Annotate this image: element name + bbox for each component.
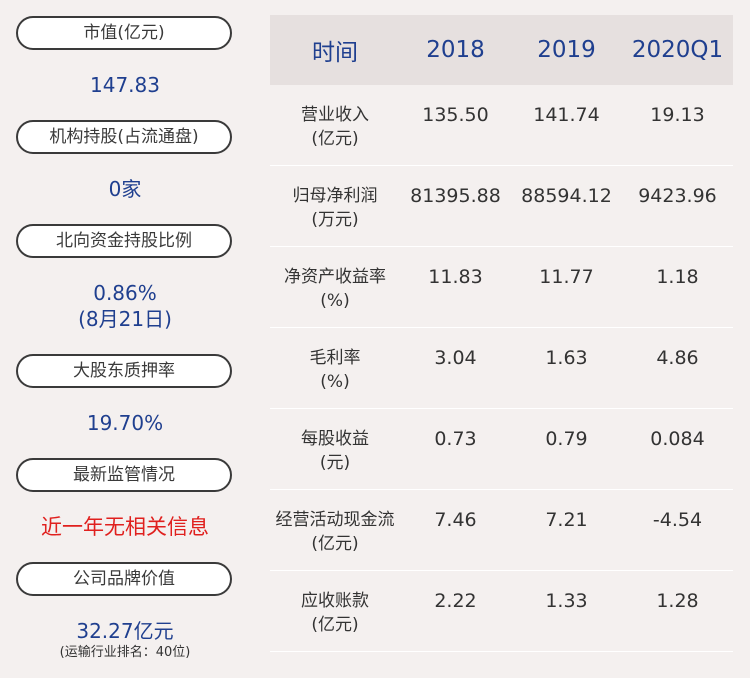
- table-row: 应收账款 (亿元) 2.22 1.33 1.28: [270, 571, 733, 652]
- table-cell: 7.21: [545, 509, 588, 531]
- table-cell: 3.04: [434, 347, 477, 369]
- table-row: 经营活动现金流 (亿元) 7.46 7.21 -4.54: [270, 490, 733, 571]
- table-row: 营业收入 (亿元) 135.50 141.74 19.13: [270, 85, 733, 166]
- northbound-ratio-date: (8月21日): [78, 307, 172, 331]
- row-label-text: 营业收入: [301, 105, 369, 125]
- row-label-unit: (%): [320, 372, 350, 392]
- table-row: 净资产收益率 (%) 11.83 11.77 1.18: [270, 247, 733, 328]
- table-row: 每股收益 (元) 0.73 0.79 0.084: [270, 409, 733, 490]
- row-label-text: 每股收益: [301, 429, 369, 449]
- header-2020q1: 2020Q1: [631, 37, 724, 63]
- row-label: 每股收益 (元): [270, 427, 400, 489]
- row-label: 净资产收益率 (%): [270, 265, 400, 327]
- table-row: 归母净利润 (万元) 81395.88 88594.12 9423.96: [270, 166, 733, 247]
- table-cell: 2.22: [434, 590, 477, 612]
- table-cell: 1.18: [656, 266, 699, 288]
- institution-holding-value: 0家: [108, 177, 142, 201]
- row-label-text: 归母净利润: [292, 186, 378, 206]
- table-cell: 4.86: [656, 347, 699, 369]
- table-cell: 9423.96: [638, 185, 717, 207]
- table-cell: 81395.88: [410, 185, 501, 207]
- brand-value-label: 公司品牌价值: [16, 562, 232, 596]
- table-cell: 88594.12: [521, 185, 612, 207]
- row-label-unit: (元): [319, 453, 351, 473]
- table-cell: -4.54: [652, 509, 703, 531]
- header-2019: 2019: [537, 37, 596, 63]
- header-2018: 2018: [426, 37, 485, 63]
- brand-value-value: 32.27亿元: [76, 619, 174, 643]
- market-cap-label: 市值(亿元): [16, 16, 232, 50]
- regulation-label: 最新监管情况: [16, 458, 232, 492]
- table-cell: 1.28: [656, 590, 699, 612]
- row-label: 应收账款 (亿元): [270, 589, 400, 651]
- table-cell: 11.83: [428, 266, 483, 288]
- table-cell: 0.084: [650, 428, 705, 450]
- table-cell: 7.46: [434, 509, 477, 531]
- row-label-unit: (%): [320, 291, 350, 311]
- market-cap-value: 147.83: [90, 73, 160, 97]
- regulation-value: 近一年无相关信息: [41, 515, 209, 539]
- table-cell: 0.73: [434, 428, 477, 450]
- left-panel: 市值(亿元) 147.83 机构持股(占流通盘) 0家 北向资金持股比例 0.8…: [0, 0, 250, 678]
- row-label-text: 应收账款: [301, 591, 369, 611]
- table-cell: 0.79: [545, 428, 588, 450]
- row-label: 毛利率 (%): [270, 346, 400, 408]
- table-cell: 1.33: [545, 590, 588, 612]
- table-cell: 1.63: [545, 347, 588, 369]
- pledge-ratio-label: 大股东质押率: [16, 354, 232, 388]
- row-label-unit: (万元): [311, 210, 359, 230]
- table-cell: 135.50: [422, 104, 489, 126]
- row-label: 经营活动现金流 (亿元): [270, 508, 400, 570]
- table-cell: 11.77: [539, 266, 594, 288]
- row-label-unit: (亿元): [311, 615, 359, 635]
- row-label: 归母净利润 (万元): [270, 184, 400, 246]
- row-label-text: 净资产收益率: [284, 267, 386, 287]
- header-time: 时间: [312, 40, 358, 66]
- table-cell: 141.74: [533, 104, 600, 126]
- row-label-unit: (亿元): [311, 129, 359, 149]
- row-label-text: 毛利率: [309, 348, 361, 368]
- table-cell: 19.13: [650, 104, 705, 126]
- table-row: 毛利率 (%) 3.04 1.63 4.86: [270, 328, 733, 409]
- northbound-ratio-label: 北向资金持股比例: [16, 224, 232, 258]
- pledge-ratio-value: 19.70%: [86, 411, 164, 435]
- row-label-text: 经营活动现金流: [275, 510, 395, 530]
- row-label-unit: (亿元): [311, 534, 359, 554]
- financial-table: 时间 2018 2019 2020Q1 营业收入 (亿元) 135.50 141…: [270, 15, 733, 652]
- northbound-ratio-value: 0.86%: [93, 281, 157, 305]
- row-label: 营业收入 (亿元): [270, 103, 400, 165]
- brand-value-rank: (运输行业排名：40位): [59, 645, 191, 660]
- institution-holding-label: 机构持股(占流通盘): [16, 120, 232, 154]
- table-header: 时间 2018 2019 2020Q1: [270, 15, 733, 85]
